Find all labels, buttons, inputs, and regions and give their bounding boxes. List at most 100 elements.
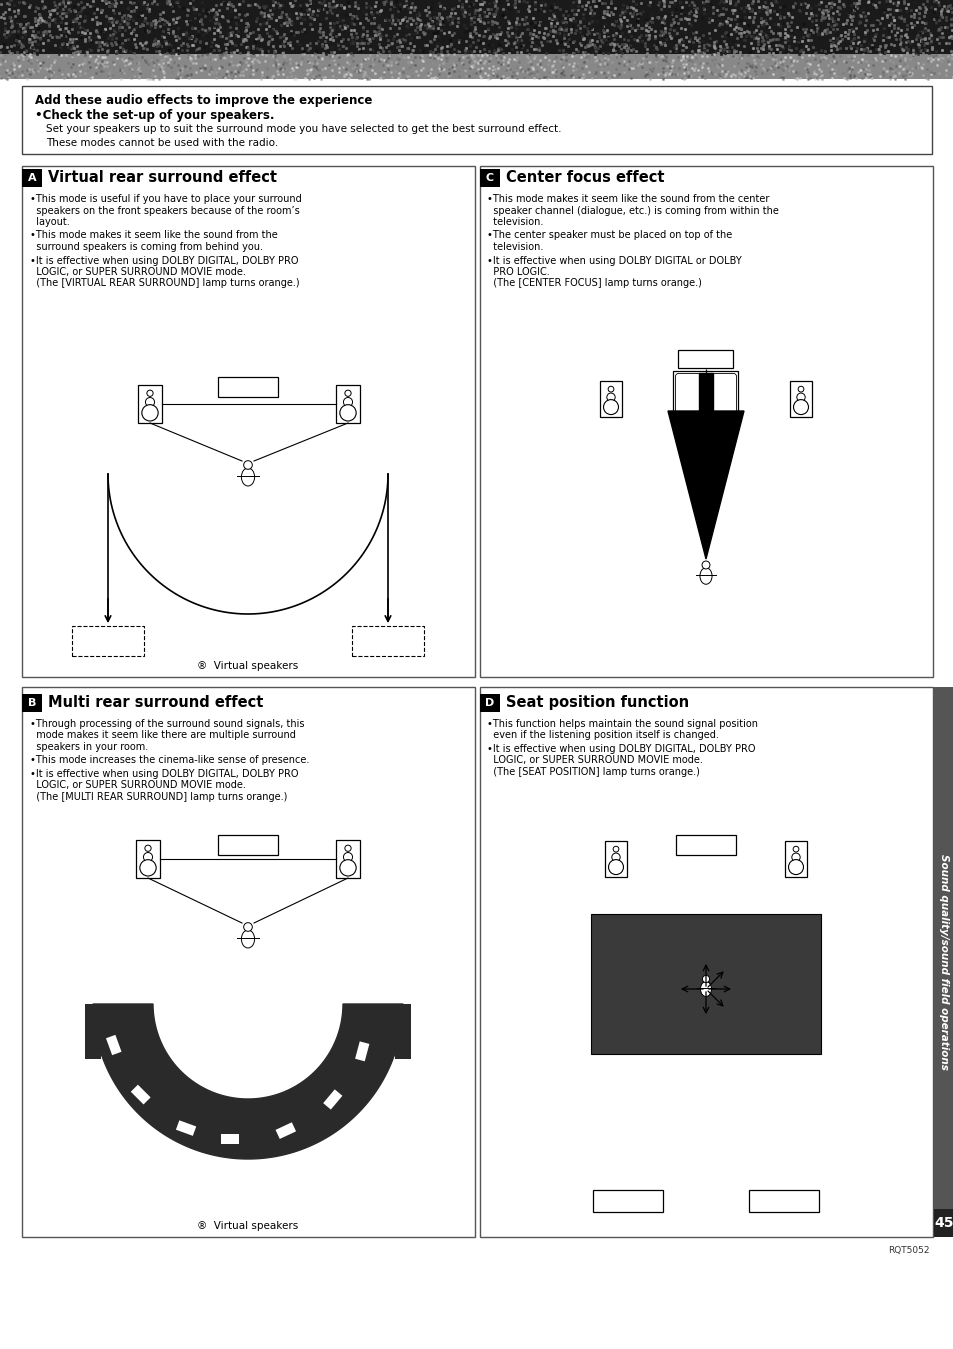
Text: television.: television. [486, 241, 543, 252]
Bar [22, 169, 42, 188]
Bar [138, 384, 162, 424]
Circle shape [140, 859, 156, 876]
Bar [218, 835, 277, 855]
Bar [352, 626, 423, 656]
Text: LOGIC, or SUPER SURROUND MOVIE mode.: LOGIC, or SUPER SURROUND MOVIE mode. [486, 755, 702, 765]
Circle shape [145, 844, 151, 851]
Text: (The [CENTER FOCUS] lamp turns orange.): (The [CENTER FOCUS] lamp turns orange.) [486, 278, 701, 289]
Bar [933, 1209, 953, 1237]
Bar [136, 840, 160, 878]
Text: RQT5052: RQT5052 [887, 1246, 929, 1256]
Text: (The [SEAT POSITION] lamp turns orange.): (The [SEAT POSITION] lamp turns orange.) [486, 768, 700, 777]
Bar [678, 349, 733, 368]
Circle shape [143, 853, 152, 862]
Circle shape [243, 460, 252, 469]
Circle shape [606, 393, 615, 402]
Text: ®  Virtual speakers: ® Virtual speakers [197, 661, 298, 670]
Text: speakers in your room.: speakers in your room. [30, 742, 148, 751]
Text: A: A [28, 173, 36, 183]
Bar [479, 169, 499, 188]
Text: Multi rear surround effect: Multi rear surround effect [48, 696, 263, 711]
Circle shape [611, 853, 619, 862]
Text: •Through processing of the surround sound signals, this: •Through processing of the surround soun… [30, 719, 304, 728]
Bar [335, 840, 359, 878]
Text: B: B [28, 697, 36, 708]
Text: •This mode increases the cinema-like sense of presence.: •This mode increases the cinema-like sen… [30, 755, 309, 765]
Bar [221, 1135, 239, 1144]
Circle shape [343, 398, 353, 406]
Bar [275, 1122, 295, 1139]
Circle shape [607, 386, 613, 393]
Text: speakers on the front speakers because of the room’s: speakers on the front speakers because o… [30, 205, 299, 216]
Bar [479, 687, 932, 1237]
Circle shape [796, 393, 804, 402]
Polygon shape [92, 1004, 402, 1159]
Bar [131, 1085, 151, 1105]
Bar [218, 376, 277, 397]
Text: •It is effective when using DOLBY DIGITAL, DOLBY PRO: •It is effective when using DOLBY DIGITA… [30, 769, 298, 778]
Bar [479, 693, 499, 712]
Text: •It is effective when using DOLBY DIGITAL or DOLBY: •It is effective when using DOLBY DIGITA… [486, 255, 741, 266]
Text: Center focus effect: Center focus effect [505, 170, 664, 186]
Circle shape [343, 853, 353, 862]
Circle shape [345, 844, 351, 851]
Text: Seat position function: Seat position function [505, 696, 688, 711]
Text: •Check the set-up of your speakers.: •Check the set-up of your speakers. [35, 109, 274, 121]
Bar [748, 1190, 818, 1211]
FancyBboxPatch shape [675, 374, 736, 425]
Ellipse shape [700, 982, 711, 997]
Circle shape [339, 405, 355, 421]
Polygon shape [667, 411, 743, 558]
Bar [355, 1041, 369, 1062]
Bar [106, 1035, 121, 1055]
Circle shape [792, 846, 798, 853]
Bar [175, 1120, 196, 1136]
Ellipse shape [241, 929, 254, 948]
Bar [335, 384, 359, 424]
Text: D: D [485, 697, 494, 708]
Text: television.: television. [486, 217, 543, 227]
Circle shape [142, 405, 158, 421]
Text: •This mode is useful if you have to place your surround: •This mode is useful if you have to plac… [30, 194, 301, 204]
Circle shape [145, 398, 154, 406]
Bar [22, 687, 475, 1237]
Text: LOGIC, or SUPER SURROUND MOVIE mode.: LOGIC, or SUPER SURROUND MOVIE mode. [30, 267, 246, 277]
Bar [699, 374, 712, 411]
Bar [590, 915, 821, 1054]
Bar [676, 835, 735, 855]
Bar [22, 86, 931, 154]
Bar [85, 1004, 101, 1059]
Bar [0, 54, 953, 80]
Text: surround speakers is coming from behind you.: surround speakers is coming from behind … [30, 241, 263, 252]
Text: Virtual rear surround effect: Virtual rear surround effect [48, 170, 276, 186]
Text: ®  Virtual speakers: ® Virtual speakers [197, 1221, 298, 1232]
Bar [933, 687, 953, 1237]
Ellipse shape [700, 568, 711, 584]
Bar [599, 382, 621, 417]
Bar [395, 1004, 411, 1059]
Text: (The [VIRTUAL REAR SURROUND] lamp turns orange.): (The [VIRTUAL REAR SURROUND] lamp turns … [30, 278, 299, 289]
Circle shape [339, 859, 355, 876]
Circle shape [793, 399, 807, 414]
Circle shape [798, 386, 803, 393]
Circle shape [608, 859, 623, 874]
Text: 45: 45 [933, 1215, 953, 1230]
Circle shape [701, 975, 709, 982]
Text: Sound quality/sound field operations: Sound quality/sound field operations [938, 854, 948, 1070]
Circle shape [791, 853, 800, 862]
Circle shape [788, 859, 802, 874]
Text: •This mode makes it seem like the sound from the center: •This mode makes it seem like the sound … [486, 194, 768, 204]
Text: speaker channel (dialogue, etc.) is coming from within the: speaker channel (dialogue, etc.) is comi… [486, 205, 778, 216]
Bar [22, 693, 42, 712]
Text: •It is effective when using DOLBY DIGITAL, DOLBY PRO: •It is effective when using DOLBY DIGITA… [30, 255, 298, 266]
Bar [323, 1090, 342, 1110]
Text: Set your speakers up to suit the surround mode you have selected to get the best: Set your speakers up to suit the surroun… [46, 124, 561, 134]
Bar [604, 842, 626, 877]
Bar [479, 166, 932, 677]
Bar [71, 626, 144, 656]
Text: (The [MULTI REAR SURROUND] lamp turns orange.): (The [MULTI REAR SURROUND] lamp turns or… [30, 792, 287, 803]
Text: PRO LOGIC.: PRO LOGIC. [486, 267, 549, 277]
Circle shape [243, 923, 252, 931]
Circle shape [613, 846, 618, 853]
Text: •It is effective when using DOLBY DIGITAL, DOLBY PRO: •It is effective when using DOLBY DIGITA… [486, 745, 755, 754]
